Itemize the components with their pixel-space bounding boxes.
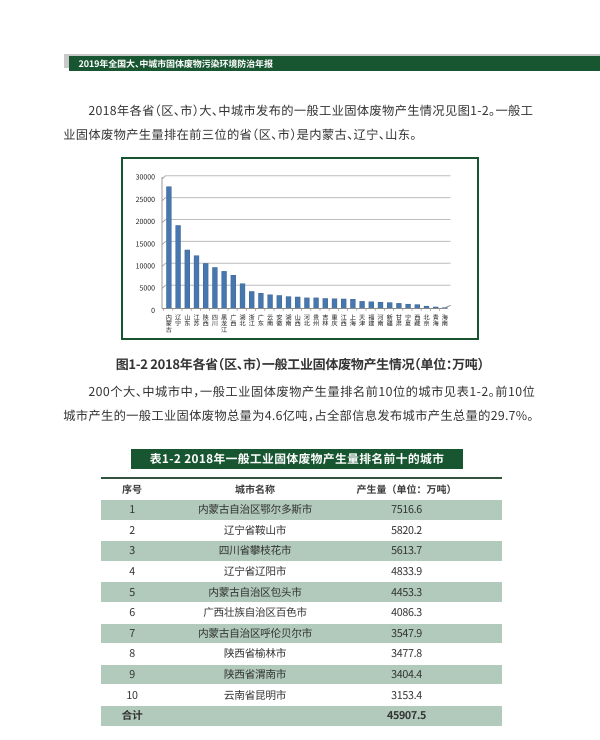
svg-text:辽宁: 辽宁 xyxy=(175,312,182,327)
svg-text:5000: 5000 xyxy=(139,283,155,293)
svg-text:云南: 云南 xyxy=(267,312,273,327)
svg-text:西藏: 西藏 xyxy=(414,312,420,327)
svg-text:甘肃: 甘肃 xyxy=(396,312,402,327)
svg-text:0: 0 xyxy=(151,305,155,315)
svg-text:安徽: 安徽 xyxy=(276,312,283,327)
svg-text:江西: 江西 xyxy=(341,312,347,327)
svg-text:15000: 15000 xyxy=(136,239,156,249)
svg-text:重庆: 重庆 xyxy=(331,312,337,327)
svg-text:浙江: 浙江 xyxy=(249,312,255,327)
svg-text:陕西: 陕西 xyxy=(203,312,209,327)
svg-text:天津: 天津 xyxy=(359,312,365,327)
svg-text:黑龙江: 黑龙江 xyxy=(221,312,227,333)
svg-text:河南: 河南 xyxy=(377,312,383,327)
svg-text:10000: 10000 xyxy=(136,261,156,271)
svg-text:江苏: 江苏 xyxy=(193,312,199,327)
svg-text:广西: 广西 xyxy=(230,312,236,327)
svg-text:湖北: 湖北 xyxy=(239,312,246,327)
svg-text:宁夏: 宁夏 xyxy=(405,312,411,327)
svg-text:青海: 青海 xyxy=(433,312,439,327)
svg-text:山西: 山西 xyxy=(295,312,301,327)
svg-text:新疆: 新疆 xyxy=(387,312,393,327)
svg-text:山东: 山东 xyxy=(184,312,190,327)
svg-text:上海: 上海 xyxy=(350,312,356,327)
svg-text:内蒙古: 内蒙古 xyxy=(166,312,172,333)
svg-text:湖南: 湖南 xyxy=(285,312,291,327)
svg-text:贵州: 贵州 xyxy=(313,312,319,327)
svg-text:河北: 河北 xyxy=(304,312,311,327)
svg-text:北京: 北京 xyxy=(423,312,430,327)
svg-text:30000: 30000 xyxy=(136,172,156,182)
svg-text:25000: 25000 xyxy=(136,194,156,204)
svg-text:吉林: 吉林 xyxy=(322,312,328,327)
svg-text:四川: 四川 xyxy=(212,312,218,327)
svg-text:广东: 广东 xyxy=(258,312,264,327)
svg-text:海南: 海南 xyxy=(442,312,448,327)
svg-text:20000: 20000 xyxy=(136,217,156,227)
svg-text:福建: 福建 xyxy=(368,312,374,327)
